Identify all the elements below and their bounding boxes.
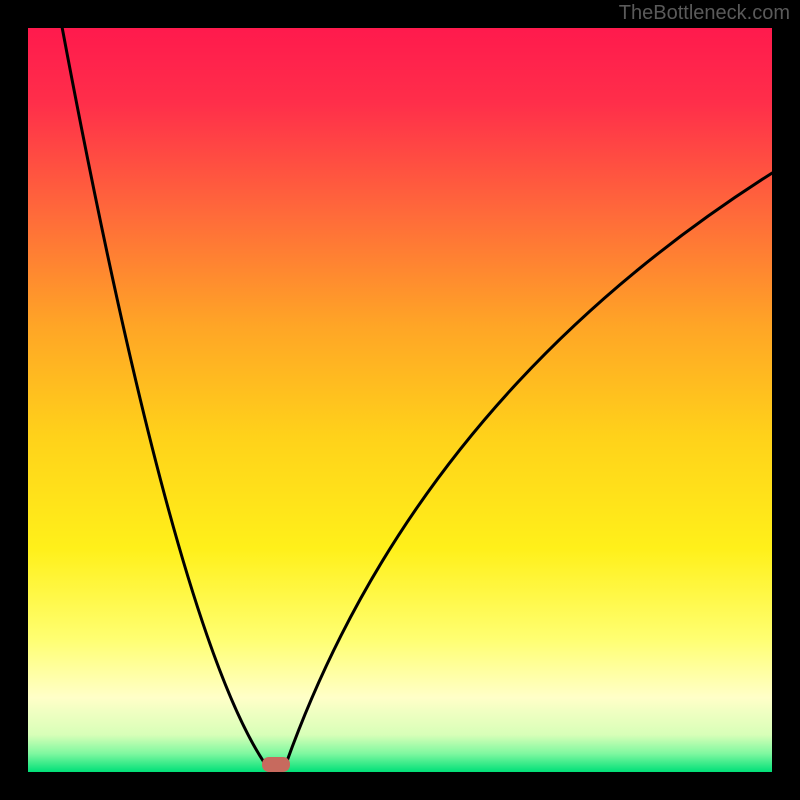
bottleneck-curve [28,28,772,772]
chart-container: TheBottleneck.com [0,0,800,800]
optimal-point-marker [262,757,290,772]
watermark-text: TheBottleneck.com [619,2,790,25]
plot-area [28,28,772,772]
